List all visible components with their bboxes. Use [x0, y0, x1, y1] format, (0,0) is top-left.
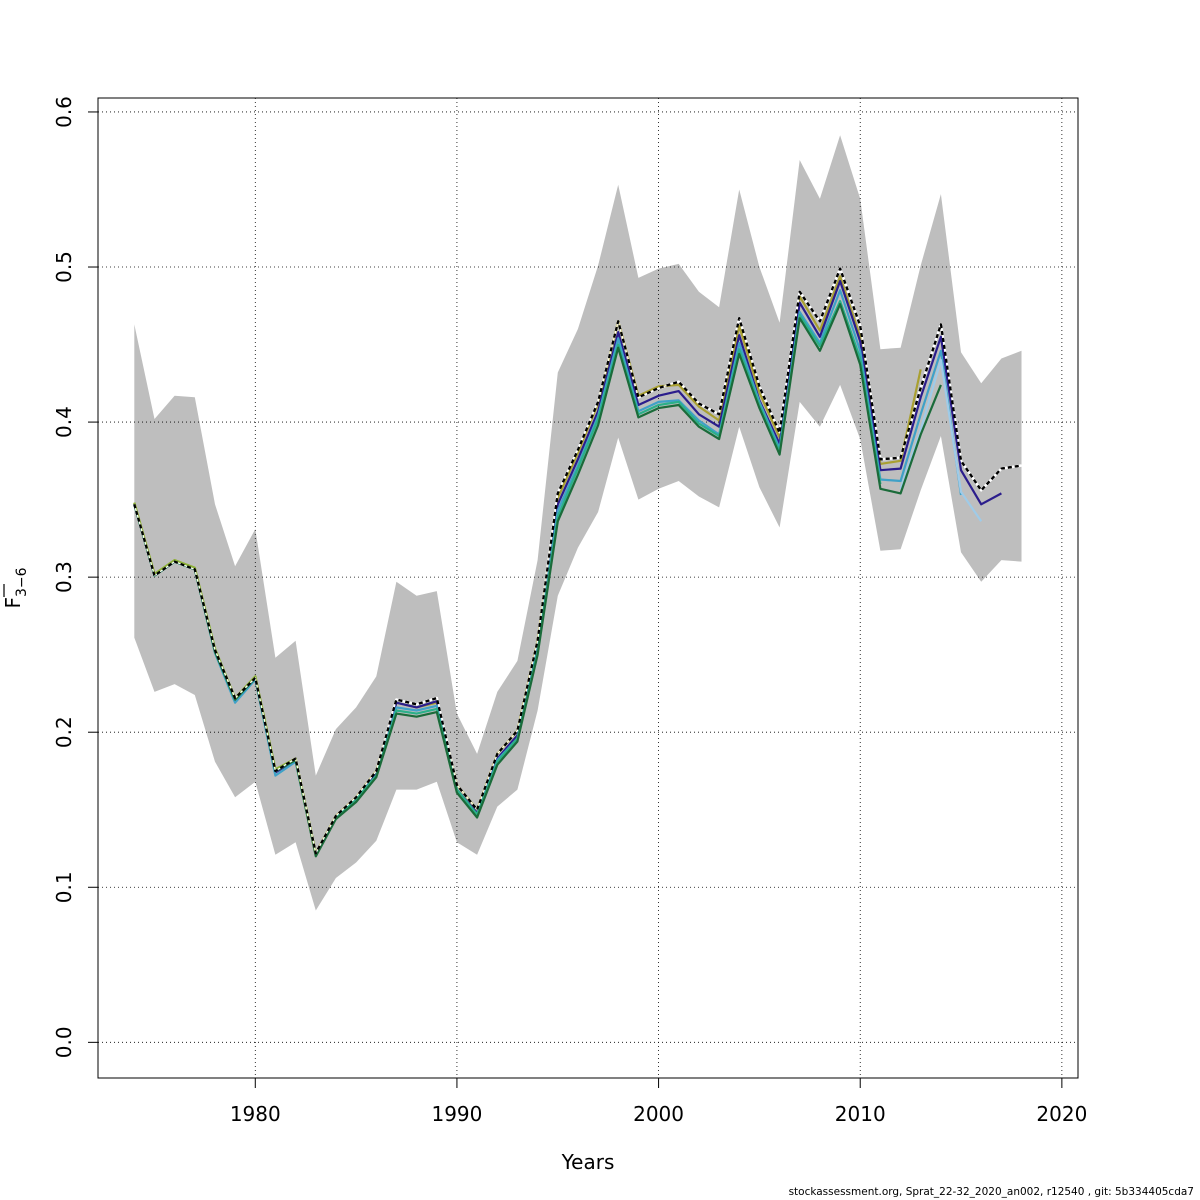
y-tick-label: 0.0 — [52, 1026, 76, 1058]
x-axis: 1980 1990 2000 2010 2020 — [230, 1077, 1087, 1126]
x-tick-label: 1990 — [431, 1102, 482, 1126]
series-line-4 — [899, 359, 983, 522]
y-axis-label-subscript: 3−6 — [14, 567, 30, 597]
x-axis-label: Years — [561, 1150, 615, 1174]
y-tick-label: 0.5 — [52, 251, 76, 283]
y-tick-label: 0.4 — [52, 406, 76, 438]
y-axis-label-group: F3−6 — [1, 567, 30, 608]
x-tick-label: 1980 — [230, 1102, 281, 1126]
y-tick-label: 0.3 — [52, 561, 76, 593]
confidence-band — [134, 135, 1022, 911]
y-tick-label: 0.6 — [52, 96, 76, 128]
y-axis-label: F — [1, 597, 25, 609]
svg-text:F3−6: F3−6 — [1, 567, 30, 608]
y-tick-label: 0.2 — [52, 716, 76, 748]
series-line-2 — [133, 279, 1002, 856]
series-line-dashed-top — [133, 267, 1022, 855]
x-tick-label: 2000 — [633, 1102, 684, 1126]
confidence-band-area — [134, 135, 1022, 911]
y-tick-label: 0.1 — [52, 871, 76, 903]
series-lines — [133, 267, 1022, 858]
footer-text: stockassessment.org, Sprat_22-32_2020_an… — [788, 1186, 1194, 1198]
y-axis: 0.0 0.1 0.2 0.3 0.4 0.5 0.6 — [52, 96, 99, 1058]
x-tick-label: 2020 — [1036, 1102, 1087, 1126]
x-tick-label: 2010 — [835, 1102, 886, 1126]
